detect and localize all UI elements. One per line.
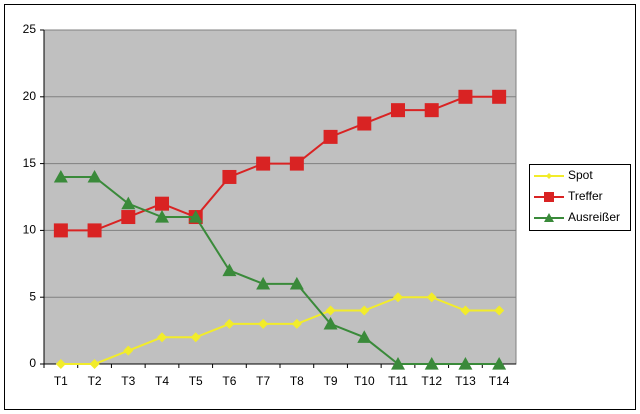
marker [460,305,471,316]
x-tick-label: T13 [455,374,476,388]
plot-area [43,29,517,365]
marker [289,276,304,290]
x-tick-label: T3 [121,374,135,388]
marker [458,89,473,104]
marker [222,263,237,277]
marker [89,359,100,369]
y-tick-label: 25 [23,22,37,36]
x-tick-label: T14 [489,374,510,388]
marker [190,332,201,343]
marker [258,318,269,329]
x-tick-label: T5 [189,374,203,388]
marker [121,210,136,225]
x-tick-label: T10 [354,374,375,388]
marker [391,103,405,118]
y-tick-label: 20 [23,89,37,103]
marker [256,156,271,171]
x-tick-label: T9 [324,374,338,388]
marker [224,318,235,329]
x-tick-label: T2 [88,374,102,388]
marker [458,357,473,370]
y-tick-label: 10 [23,223,37,237]
marker [544,192,554,202]
x-tick-label: T8 [290,374,304,388]
marker [289,156,304,171]
series-line [60,175,500,365]
marker [157,332,167,343]
x-tick-label: T6 [222,374,236,388]
marker [357,330,372,343]
marker [494,305,505,316]
marker [323,316,338,330]
x-tick-label: T11 [388,374,408,388]
marker [188,210,203,223]
marker [55,359,66,369]
x-tick-label: T12 [421,374,442,388]
marker [492,89,507,104]
marker [155,210,169,223]
marker [291,318,302,329]
legend-label: Spot [568,168,593,182]
x-tick-label: T1 [54,374,68,388]
x-tick-label: T7 [256,374,270,388]
series-line [60,296,500,365]
x-tick-label: T4 [155,374,169,388]
marker [325,305,336,316]
y-tick-label: 0 [29,356,36,370]
marker [87,169,102,183]
marker [492,357,507,370]
marker [424,103,439,118]
marker [87,223,102,238]
y-tick-label: 5 [29,289,36,303]
marker [546,173,552,179]
marker [424,357,439,370]
marker [323,129,338,144]
marker [53,169,68,183]
y-tick-label: 15 [23,156,37,170]
marker [393,292,403,303]
marker [544,213,554,222]
marker [53,223,68,238]
marker [359,305,370,316]
marker [391,357,405,370]
legend-label: Ausreißer [568,210,620,224]
marker [426,292,437,303]
legend-label: Treffer [568,189,603,203]
marker [121,196,136,210]
marker [155,196,169,211]
marker [256,276,271,290]
marker [123,345,134,356]
marker [222,169,237,184]
marker [357,116,372,131]
